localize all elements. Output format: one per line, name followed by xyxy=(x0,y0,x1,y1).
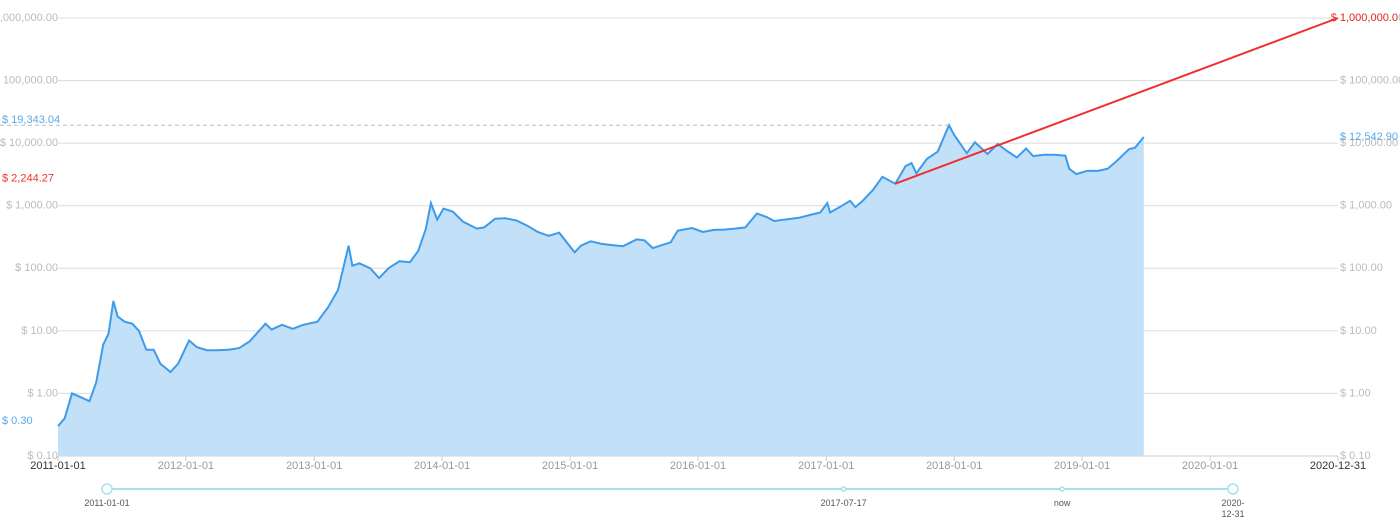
y-tick-label: $ 100.00 xyxy=(15,262,58,274)
slider-label-box: 2020-12-31 xyxy=(1221,498,1245,519)
annotation: $ 1,000,000.0 xyxy=(1331,12,1398,24)
y-tick-label-right: $ 10,000.00 xyxy=(1340,137,1398,149)
slider-handle[interactable] xyxy=(1227,483,1239,495)
slider-label-box: now xyxy=(1053,498,1071,508)
x-tick-label: 2012-01-01 xyxy=(158,460,214,472)
slider-label: 2011-01-01 xyxy=(84,498,130,508)
y-tick-label: $ 10,000.00 xyxy=(0,137,58,149)
y-tick-label-right: $ 0.10 xyxy=(1340,450,1371,462)
slider-label: 2017-07-17 xyxy=(820,498,867,508)
y-tick-label: $ 100,000.00 xyxy=(0,74,58,86)
x-tick-label: 2016-01-01 xyxy=(670,460,726,472)
slider-label: now xyxy=(1053,498,1071,508)
x-tick-label: 2018-01-01 xyxy=(926,460,982,472)
annotation: $ 2,244.27 xyxy=(2,173,54,185)
x-tick-label: 2017-01-01 xyxy=(798,460,854,472)
slider-handle[interactable] xyxy=(101,483,113,495)
y-tick-label-right: $ 1.00 xyxy=(1340,387,1371,399)
annotation: $ 12,542.90 xyxy=(1340,131,1398,143)
x-tick-label: 2019-01-01 xyxy=(1054,460,1110,472)
price-line xyxy=(57,122,1145,427)
slider-marker[interactable] xyxy=(1059,486,1065,492)
area xyxy=(58,125,1144,456)
x-tick-label: 2020-01-01 xyxy=(1182,460,1238,472)
annotation: $ 19,343.04 xyxy=(2,114,60,126)
y-tick-label: 1,000,000.00 xyxy=(0,12,58,24)
y-tick-label-right: 1,000,000.00 xyxy=(1340,12,1400,24)
slider-label: 2020-12-31 xyxy=(1221,498,1245,519)
x-tick-label: 2015-01-01 xyxy=(542,460,598,472)
annotation: $ 0.30 xyxy=(2,415,33,427)
y-tick-label: $ 10.00 xyxy=(21,325,58,337)
y-tick-label: $ 1,000.00 xyxy=(6,200,58,212)
x-tick-label: 2020-12-31 xyxy=(1310,460,1366,472)
x-tick-label: 2013-01-01 xyxy=(286,460,342,472)
y-tick-label-right: $ 10.00 xyxy=(1340,325,1377,337)
slider-label-box: 2011-01-01 xyxy=(84,498,130,508)
projection-line xyxy=(894,17,1339,185)
y-tick-label-right: $ 100,000.00 xyxy=(1340,74,1400,86)
slider-label-box: 2017-07-17 xyxy=(820,498,867,508)
y-tick-label: $ 1.00 xyxy=(27,387,58,399)
y-tick-label: $ 0.10 xyxy=(27,450,58,462)
y-tick-label-right: $ 1,000.00 xyxy=(1340,200,1392,212)
x-tick-label: 2011-01-01 xyxy=(30,460,85,472)
x-tick-label: 2014-01-01 xyxy=(414,460,470,472)
slider-marker[interactable] xyxy=(840,486,847,492)
y-tick-label-right: $ 100.00 xyxy=(1340,262,1383,274)
